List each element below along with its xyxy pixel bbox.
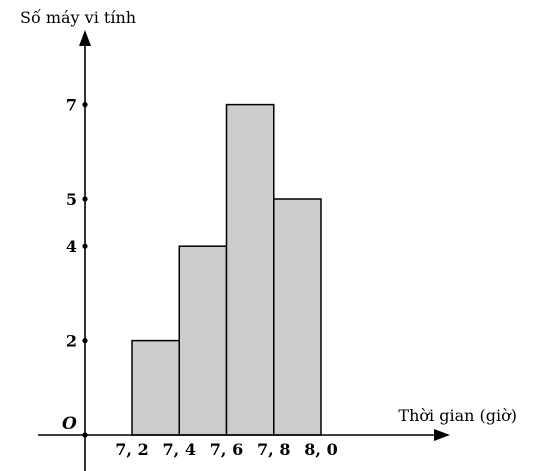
x-ticks-group: 7, 2 7, 4 7, 6 7, 8 8, 0	[115, 440, 337, 459]
origin-mark	[82, 432, 88, 438]
y-tick-label-7: 7	[66, 96, 77, 115]
x-tick-label-2: 7, 4	[163, 440, 196, 459]
y-ticks-group: 2 4 5 7	[66, 96, 88, 438]
x-tick-label-3: 7, 6	[210, 440, 243, 459]
y-axis-title: Số máy vi tính	[20, 8, 136, 27]
x-tick-label-5: 8, 0	[304, 440, 337, 459]
y-axis-arrow	[79, 30, 91, 46]
y-tick-mark-5	[82, 196, 88, 202]
y-tick-mark-7	[82, 102, 88, 108]
y-tick-label-4: 4	[66, 237, 77, 256]
bar-4	[273, 198, 322, 436]
bar-2	[178, 245, 228, 436]
bar-3	[225, 103, 275, 436]
origin-label: O	[62, 414, 77, 434]
x-axis-arrow	[434, 429, 450, 441]
x-tick-label-4: 7, 8	[257, 440, 290, 459]
y-tick-label-2: 2	[66, 332, 77, 351]
x-axis-title: Thời gian (giờ)	[398, 406, 517, 425]
bar-1	[131, 339, 180, 436]
y-tick-mark-2	[82, 338, 88, 344]
y-tick-mark-4	[82, 243, 88, 249]
x-tick-label-1: 7, 2	[115, 440, 148, 459]
y-tick-label-5: 5	[66, 190, 77, 209]
bars-group	[131, 103, 322, 436]
